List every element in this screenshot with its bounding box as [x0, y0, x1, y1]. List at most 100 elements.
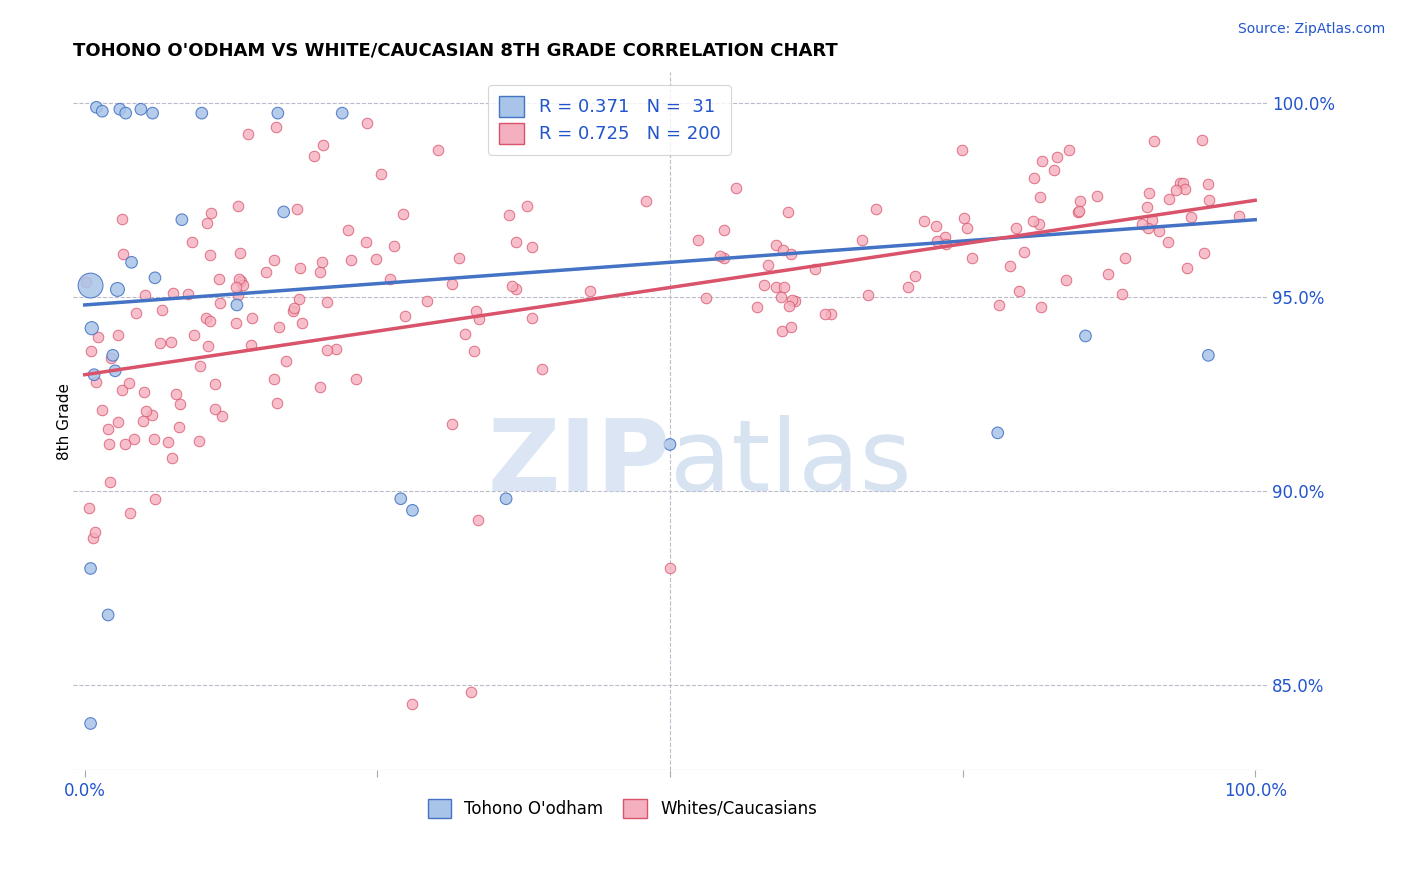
Point: [114, 437, 136, 451]
Legend: Tohono O'odham, Whites/Caucasians: Tohono O'odham, Whites/Caucasians: [420, 792, 824, 824]
Point: [84, 524, 107, 539]
Point: [239, 338, 262, 352]
Point: [498, 208, 520, 222]
Point: [287, 202, 309, 217]
Point: [378, 272, 401, 286]
Point: [141, 408, 163, 422]
Point: [108, 102, 131, 116]
Point: [1057, 143, 1080, 157]
Point: [129, 102, 152, 116]
Point: [344, 372, 367, 386]
Point: [401, 503, 423, 517]
Point: [79, 561, 101, 575]
Point: [308, 265, 330, 279]
Point: [156, 435, 179, 450]
Point: [208, 271, 231, 285]
Point: [142, 432, 165, 446]
Point: [167, 420, 190, 434]
Point: [228, 272, 250, 286]
Point: [263, 252, 285, 267]
Point: [454, 326, 477, 341]
Point: [160, 450, 183, 465]
Point: [80, 321, 103, 335]
Point: [858, 288, 880, 302]
Point: [364, 252, 387, 266]
Point: [1012, 245, 1035, 260]
Point: [125, 306, 148, 320]
Point: [315, 295, 337, 310]
Point: [713, 223, 735, 237]
Point: [91, 104, 114, 119]
Point: [394, 310, 416, 324]
Point: [520, 240, 543, 254]
Point: [101, 348, 124, 362]
Point: [756, 259, 779, 273]
Point: [97, 422, 120, 436]
Point: [1114, 252, 1136, 266]
Point: [1031, 153, 1053, 168]
Point: [950, 143, 973, 157]
Point: [1227, 209, 1250, 223]
Point: [772, 243, 794, 257]
Point: [159, 334, 181, 349]
Point: [1022, 170, 1045, 185]
Point: [165, 387, 187, 401]
Point: [254, 265, 277, 279]
Point: [463, 344, 485, 359]
Point: [695, 291, 717, 305]
Point: [987, 425, 1010, 440]
Text: atlas: atlas: [669, 415, 911, 512]
Point: [1197, 177, 1219, 191]
Point: [516, 199, 538, 213]
Point: [91, 402, 114, 417]
Point: [427, 143, 450, 157]
Point: [460, 685, 482, 699]
Point: [134, 287, 156, 301]
Point: [579, 284, 602, 298]
Point: [1197, 348, 1219, 362]
Point: [111, 212, 134, 227]
Point: [773, 280, 796, 294]
Point: [785, 293, 807, 308]
Point: [441, 277, 464, 291]
Point: [770, 325, 793, 339]
Point: [925, 219, 948, 233]
Point: [634, 194, 657, 208]
Point: [169, 396, 191, 410]
Point: [370, 168, 392, 182]
Point: [1157, 235, 1180, 249]
Point: [198, 314, 221, 328]
Point: [468, 312, 491, 326]
Point: [104, 364, 127, 378]
Point: [1069, 203, 1091, 218]
Point: [97, 607, 120, 622]
Point: [98, 437, 121, 451]
Point: [302, 149, 325, 163]
Point: [904, 269, 927, 284]
Point: [191, 106, 214, 120]
Point: [263, 372, 285, 386]
Point: [274, 354, 297, 368]
Point: [225, 298, 247, 312]
Point: [1143, 135, 1166, 149]
Point: [149, 336, 172, 351]
Point: [686, 233, 709, 247]
Point: [745, 301, 768, 315]
Point: [776, 205, 799, 219]
Point: [779, 320, 801, 334]
Point: [501, 279, 523, 293]
Point: [124, 432, 146, 446]
Point: [232, 278, 254, 293]
Point: [1136, 221, 1159, 235]
Point: [925, 234, 948, 248]
Point: [79, 716, 101, 731]
Point: [309, 379, 332, 393]
Point: [814, 307, 837, 321]
Point: [467, 513, 489, 527]
Point: [1085, 189, 1108, 203]
Point: [658, 437, 681, 451]
Point: [1130, 217, 1153, 231]
Point: [713, 251, 735, 265]
Point: [956, 221, 979, 235]
Point: [143, 270, 166, 285]
